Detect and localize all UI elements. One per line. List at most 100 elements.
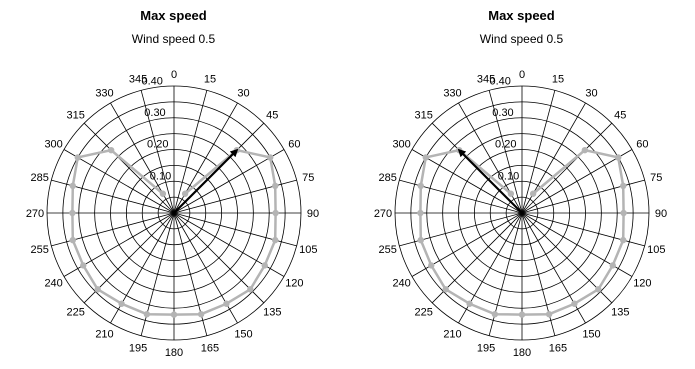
series-point <box>272 209 279 217</box>
series-point <box>107 146 115 154</box>
angle-tick-label: 330 <box>443 88 461 100</box>
angle-tick-label: 300 <box>44 139 62 151</box>
series-point <box>159 190 167 197</box>
series-point <box>507 190 515 197</box>
angle-tick-label: 90 <box>655 208 667 220</box>
angle-tick-label: 225 <box>67 306 85 318</box>
angle-tick-label: 15 <box>552 74 564 86</box>
angle-tick-label: 270 <box>374 208 392 220</box>
angle-tick-label: 75 <box>302 172 314 184</box>
angle-tick-label: 195 <box>129 342 147 354</box>
series-point <box>620 209 627 217</box>
angle-tick-label: 120 <box>633 278 651 290</box>
series-point <box>571 300 578 307</box>
direction-arrow <box>173 148 239 214</box>
angle-tick-label: 315 <box>415 110 433 122</box>
series-point <box>491 311 499 318</box>
chart-title: Max speed <box>488 8 555 23</box>
series-point <box>143 311 151 318</box>
series-point <box>620 182 627 190</box>
series-point <box>272 236 279 244</box>
angle-tick-label: 225 <box>415 306 433 318</box>
series-point <box>529 190 537 197</box>
angle-tick-label: 240 <box>392 278 410 290</box>
series-point <box>428 262 435 269</box>
series-point <box>442 286 449 293</box>
chart-subtitle: Wind speed 0.5 <box>131 32 216 46</box>
angle-tick-label: 210 <box>95 328 113 340</box>
series-point <box>466 300 473 307</box>
series-point <box>247 286 254 293</box>
angle-tick-label: 60 <box>636 139 648 151</box>
series-point <box>417 209 424 217</box>
series-point <box>118 300 125 307</box>
angle-tick-label: 135 <box>263 306 281 318</box>
angle-tick-label: 105 <box>647 244 665 256</box>
angle-tick-label: 210 <box>443 328 461 340</box>
angle-tick-label: 285 <box>31 172 49 184</box>
series-point <box>267 154 274 161</box>
series-point <box>417 236 424 244</box>
grid-spoke <box>140 90 175 214</box>
angle-tick-label: 255 <box>31 244 49 256</box>
chart-title: Max speed <box>140 8 207 23</box>
angle-tick-label: 180 <box>165 347 183 359</box>
radial-tick-label: 0.20 <box>147 139 168 151</box>
radial-tick-label: 0.10 <box>498 170 519 182</box>
angle-tick-label: 75 <box>650 172 662 184</box>
grid-spoke <box>173 149 285 214</box>
angle-tick-label: 30 <box>237 88 249 100</box>
angle-tick-label: 195 <box>477 342 495 354</box>
angle-tick-label: 105 <box>299 244 317 256</box>
angle-tick-label: 165 <box>549 342 567 354</box>
polar-chart-left: Max speed Wind speed 0.5 0 15 30 45 60 75 90 10… <box>0 0 347 369</box>
series-point <box>595 286 602 293</box>
grid-spoke <box>521 149 633 214</box>
radial-tick-label: 0.10 <box>150 170 171 182</box>
angle-tick-label: 270 <box>26 208 44 220</box>
series-point <box>609 262 616 269</box>
angle-tick-label: 45 <box>614 110 626 122</box>
angle-tick-label: 60 <box>288 139 300 151</box>
angle-tick-label: 90 <box>307 208 319 220</box>
series-point <box>615 154 622 161</box>
angle-tick-label: 135 <box>611 306 629 318</box>
angle-tick-label: 345 <box>129 74 147 86</box>
series-point <box>197 311 205 318</box>
series-point <box>80 262 87 269</box>
angle-tick-label: 120 <box>285 278 303 290</box>
series-point <box>69 236 76 244</box>
angle-tick-label: 285 <box>379 172 397 184</box>
angle-tick-label: 330 <box>95 88 113 100</box>
series-point <box>74 154 81 161</box>
angle-tick-label: 0 <box>519 69 525 81</box>
radial-tick-label: 0.20 <box>495 139 516 151</box>
angle-tick-label: 15 <box>204 74 216 86</box>
series-point <box>69 182 76 190</box>
polar-plot-right: 0 15 30 45 60 75 90 105 120 135 150 165 180 195 210 225… <box>374 69 667 359</box>
grid-spoke <box>411 149 523 214</box>
series-point <box>181 190 189 197</box>
angle-tick-label: 30 <box>585 88 597 100</box>
polar-plot-left: 0 15 30 45 60 75 90 105 120 135 150 165 180 195 210 225… <box>26 69 319 359</box>
series-point <box>94 286 101 293</box>
grid-spoke <box>521 122 613 214</box>
angle-tick-label: 300 <box>392 139 410 151</box>
radial-tick-label: 0.40 <box>490 75 511 87</box>
series-point <box>170 311 178 318</box>
series-point <box>422 154 429 161</box>
angle-tick-label: 345 <box>477 74 495 86</box>
series-point <box>261 262 268 269</box>
grid-spoke <box>488 90 523 214</box>
series-point <box>69 209 76 217</box>
grid-spoke <box>173 90 208 214</box>
polar-chart-right: Max speed Wind speed 0.5 0 15 30 45 60 75 90 10… <box>348 0 695 369</box>
series-point <box>581 146 589 154</box>
grid-spoke <box>83 122 175 214</box>
angle-tick-label: 180 <box>513 347 531 359</box>
angle-tick-label: 255 <box>379 244 397 256</box>
angle-tick-label: 315 <box>67 110 85 122</box>
grid-spoke <box>521 90 556 214</box>
angle-tick-label: 165 <box>201 342 219 354</box>
series-point <box>272 182 279 190</box>
